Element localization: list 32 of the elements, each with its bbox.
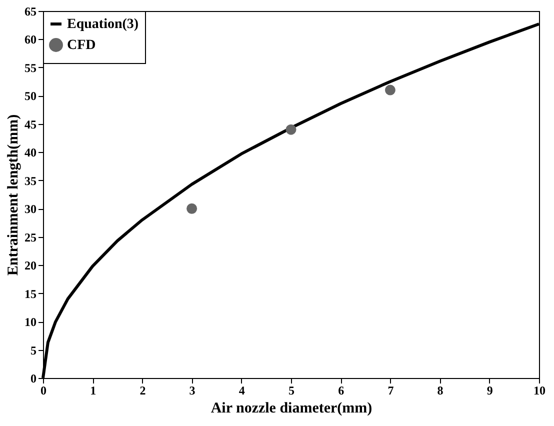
y-tick-label: 5 [30, 343, 36, 358]
point [384, 84, 396, 96]
y-tick-label: 30 [24, 202, 36, 216]
x-tick-label: 5 [288, 384, 294, 398]
y-tick-label: 55 [24, 60, 36, 75]
x-tick-label: 4 [238, 384, 245, 398]
y-tick-label: 20 [24, 258, 36, 273]
y-tick-label: 50 [24, 89, 36, 104]
legend-label: Equation(3) [67, 17, 139, 32]
y-tick-label: 40 [24, 146, 36, 160]
x-tick-label: 7 [388, 384, 394, 398]
y-axis-title: Entrainment length(mm) [6, 114, 22, 276]
y-tick-label: 60 [24, 32, 36, 47]
x-tick-label: 0 [40, 384, 46, 398]
y-tick-label: 45 [24, 117, 36, 132]
legend-label: CFD [67, 38, 96, 53]
x-axis-title: Air nozzle diameter(mm) [210, 400, 372, 416]
x-tick-label: 3 [189, 384, 196, 398]
x-tick-label: 9 [486, 384, 493, 398]
point [286, 124, 296, 135]
x-tick-label: 8 [437, 384, 444, 398]
y-tick-label: 15 [24, 286, 36, 301]
x-tick-label: 1 [90, 384, 96, 398]
y-tick-label: 10 [24, 315, 36, 330]
y-tick-label: 35 [24, 174, 36, 188]
x-tick-label: 2 [140, 384, 146, 398]
x-tick-label: 10 [534, 384, 546, 398]
y-tick-label: 0 [30, 372, 36, 386]
point [186, 203, 198, 214]
y-tick-label: 25 [24, 230, 36, 244]
x-tick-label: 6 [338, 384, 344, 398]
y-tick-label: 65 [24, 4, 36, 18]
